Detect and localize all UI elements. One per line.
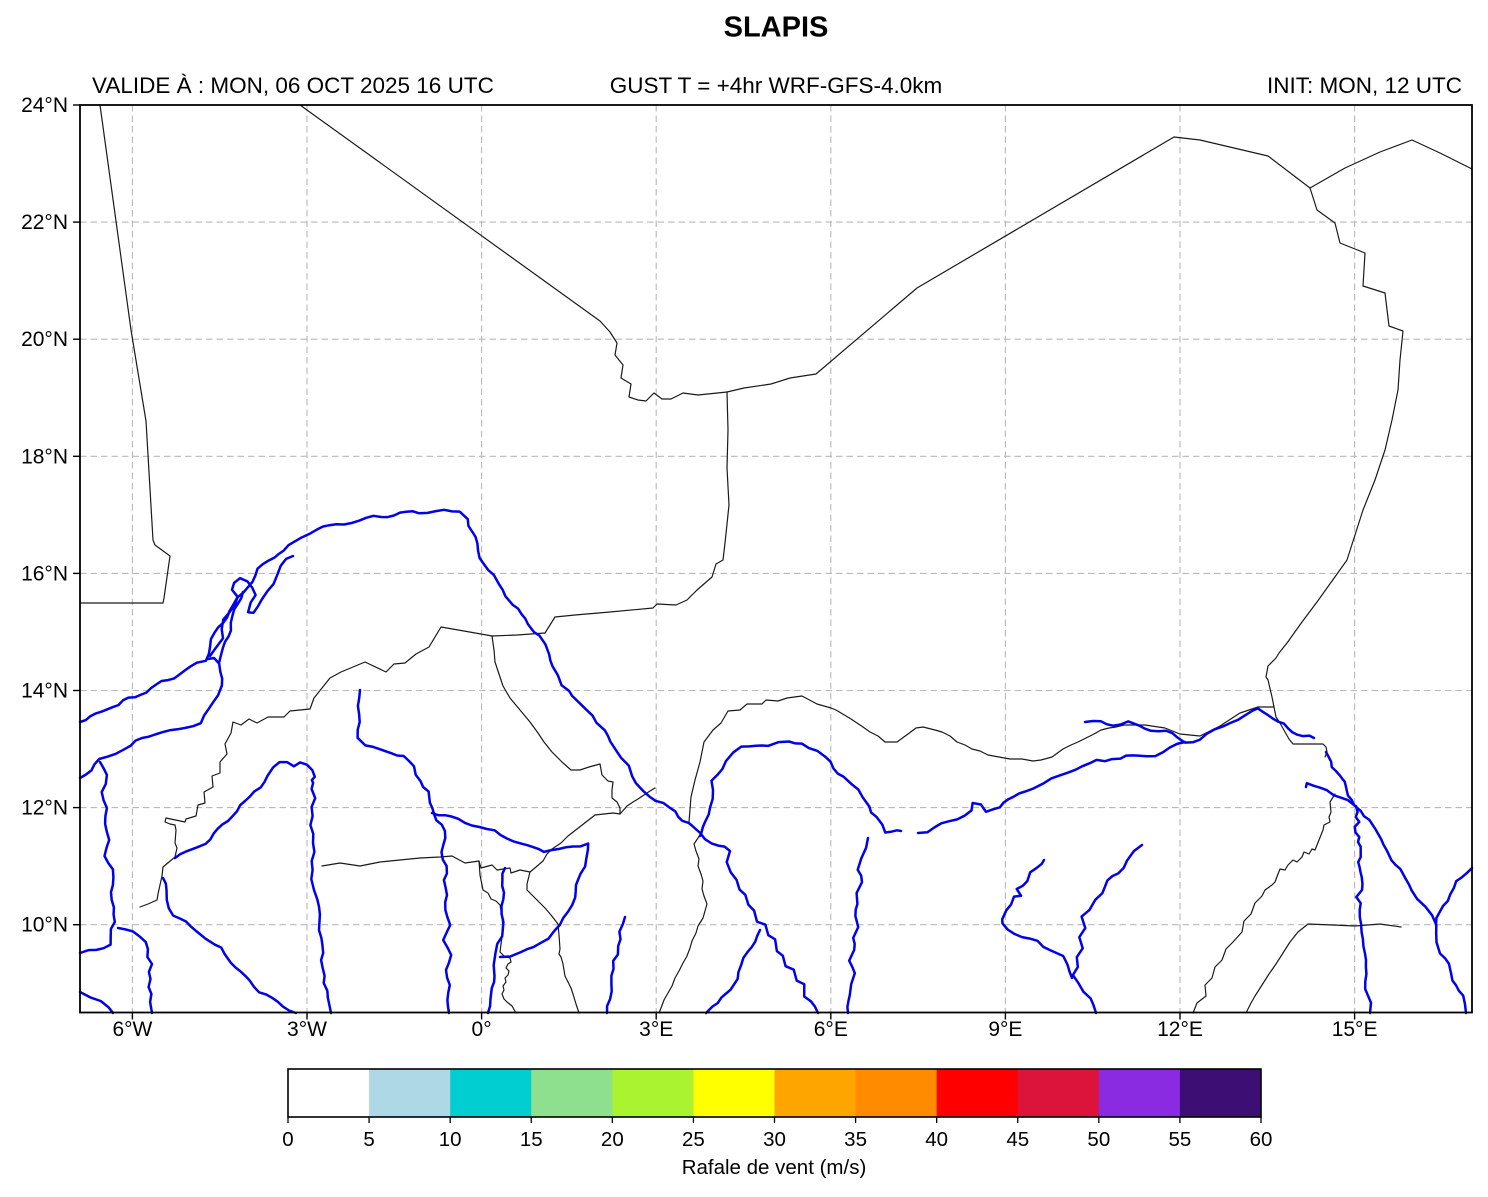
svg-text:9°E: 9°E — [988, 1018, 1022, 1041]
svg-text:12°N: 12°N — [21, 797, 68, 820]
svg-text:18°N: 18°N — [21, 445, 68, 468]
svg-text:55: 55 — [1169, 1128, 1192, 1151]
svg-text:50: 50 — [1087, 1128, 1110, 1151]
svg-text:10°N: 10°N — [21, 914, 68, 937]
svg-text:10: 10 — [439, 1128, 462, 1151]
svg-text:20: 20 — [601, 1128, 624, 1151]
svg-text:40: 40 — [925, 1128, 948, 1151]
svg-text:6°E: 6°E — [814, 1018, 848, 1041]
svg-text:12°E: 12°E — [1157, 1018, 1203, 1041]
svg-text:3°W: 3°W — [287, 1018, 327, 1041]
svg-text:0: 0 — [282, 1128, 293, 1151]
svg-text:20°N: 20°N — [21, 328, 68, 351]
svg-text:60: 60 — [1250, 1128, 1273, 1151]
svg-text:5: 5 — [363, 1128, 374, 1151]
svg-text:SLAPIS: SLAPIS — [724, 12, 829, 44]
svg-text:15: 15 — [520, 1128, 543, 1151]
svg-text:16°N: 16°N — [21, 562, 68, 585]
svg-text:INIT: MON, 12 UTC: INIT: MON, 12 UTC — [1267, 73, 1462, 98]
svg-text:0°: 0° — [472, 1018, 492, 1041]
svg-text:35: 35 — [844, 1128, 867, 1151]
svg-text:15°E: 15°E — [1332, 1018, 1378, 1041]
svg-text:25: 25 — [682, 1128, 705, 1151]
svg-text:VALIDE À : MON, 06 OCT 2025 16: VALIDE À : MON, 06 OCT 2025 16 UTC — [92, 73, 494, 98]
svg-text:GUST T = +4hr WRF-GFS-4.0km: GUST T = +4hr WRF-GFS-4.0km — [610, 73, 943, 98]
svg-text:30: 30 — [763, 1128, 786, 1151]
svg-text:24°N: 24°N — [21, 94, 68, 117]
svg-text:45: 45 — [1006, 1128, 1029, 1151]
svg-text:6°W: 6°W — [112, 1018, 152, 1041]
svg-text:14°N: 14°N — [21, 680, 68, 703]
svg-text:22°N: 22°N — [21, 211, 68, 234]
svg-text:3°E: 3°E — [639, 1018, 673, 1041]
svg-text:Rafale de vent (m/s): Rafale de vent (m/s) — [682, 1156, 867, 1179]
